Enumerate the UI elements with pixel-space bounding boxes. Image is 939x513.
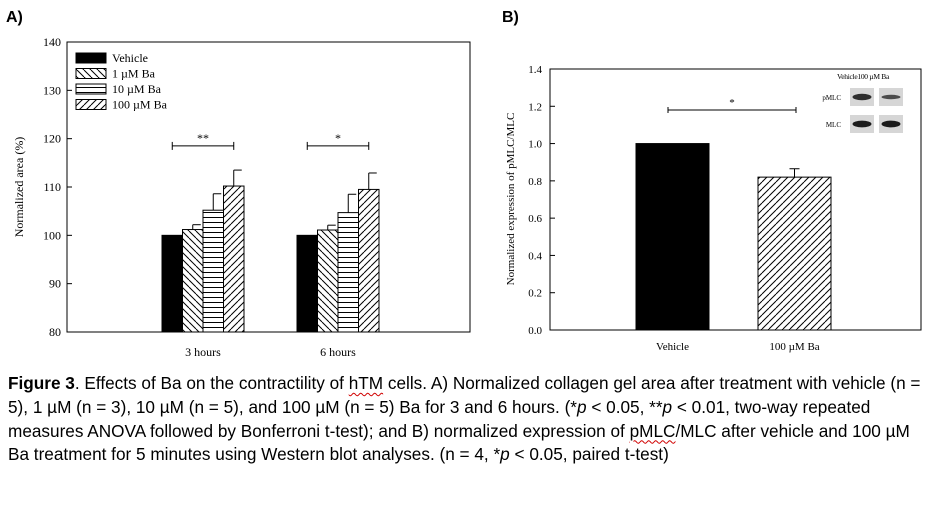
chart-a: A) Normalized area (%) 80 90 100 110 120 130 1… — [6, 9, 471, 359]
chart-a-bar-0-2 — [202, 209, 224, 333]
caption-segment: cells. A) Normalized collagen gel area a… — [8, 373, 921, 417]
chart-a-ytick-label-2: 100 — [43, 228, 61, 242]
chart-a-bar-1-1 — [317, 229, 339, 333]
chart-a-xtick-label-0: 3 hours — [185, 345, 221, 359]
blot-band-1-1 — [881, 120, 901, 128]
chart-a-legend-label-3: 100 µM Ba — [112, 98, 168, 112]
caption-segment: p — [577, 396, 587, 417]
caption-segment: < 0.05, paired t-test) — [509, 444, 669, 465]
chart-b-ytick-label-6: 1.2 — [528, 101, 542, 113]
chart-a-legend-swatch-1 — [75, 68, 107, 79]
blot-band-1-0 — [852, 120, 872, 128]
chart-b-bar-1 — [757, 176, 832, 331]
chart-a-legend-label-0: Vehicle — [112, 51, 148, 65]
caption-segment: < 0.05, ** — [586, 396, 663, 417]
chart-b-frame — [549, 68, 922, 331]
chart-a-bar-0-1 — [182, 229, 204, 333]
chart-a-bar-1-2 — [337, 212, 359, 333]
chart-a-xtick-label-1: 6 hours — [320, 345, 356, 359]
chart-b-bar-0 — [635, 143, 710, 331]
chart-a-bar-1-0 — [296, 234, 318, 333]
blot-column-labels: Vehicle100 µM Ba — [837, 72, 890, 81]
figure-caption: Figure 3. Effects of Ba on the contracti… — [8, 372, 933, 467]
chart-a-ytick-label-4: 120 — [43, 132, 61, 146]
blot-band-0-0 — [852, 93, 872, 101]
blot-row-label-0: pMLC — [822, 94, 841, 102]
chart-a-legend-swatch-0 — [75, 52, 107, 64]
chart-a-ytick-label-0: 80 — [49, 325, 61, 339]
chart-a-ytick-label-6: 140 — [43, 35, 61, 49]
chart-a-ytick-label-1: 90 — [49, 277, 61, 291]
caption-segment: . Effects of Ba on the contractility of — [74, 373, 349, 393]
chart-a-bar-0-3 — [223, 185, 245, 333]
chart-b-xtick-label-1: 100 µM Ba — [769, 341, 819, 353]
chart-b-ytick-label-2: 0.4 — [528, 250, 542, 262]
chart-a-legend-label-2: 10 µM Ba — [112, 82, 162, 96]
caption-segment: < 0.01, two-way repeated measures ANOVA … — [8, 396, 871, 441]
caption-figure-label: Figure 3 — [8, 373, 75, 393]
chart-b-ytick-label-5: 1.0 — [528, 139, 542, 151]
panel-a-label: A) — [6, 9, 23, 26]
chart-a-bar-0-0 — [161, 234, 183, 333]
chart-a-sig-label-1: * — [335, 131, 341, 145]
blot-row-label-1: MLC — [826, 121, 842, 129]
chart-b-ytick-label-3: 0.6 — [528, 213, 542, 225]
panel-b-label: B) — [502, 9, 519, 26]
chart-b-sig-label-0: * — [729, 97, 735, 109]
caption-segment: /MLC after vehicle and 100 µM Ba treatme… — [8, 420, 910, 465]
chart-a-legend-swatch-2 — [75, 83, 107, 95]
chart-b: B) Normalized expression of pMLC/MLC 0.0… — [502, 9, 922, 353]
chart-a-ylabel: Normalized area (%) — [12, 137, 26, 238]
chart-a-ytick-label-5: 130 — [43, 83, 61, 97]
chart-a-bar-1-3 — [358, 188, 380, 333]
chart-b-xtick-label-0: Vehicle — [656, 341, 689, 353]
chart-a-ytick-label-3: 110 — [43, 180, 61, 194]
caption-segment: p — [662, 396, 673, 417]
caption-segment: pMLC — [629, 420, 676, 441]
caption-segment: p — [500, 444, 510, 465]
chart-b-ylabel: Normalized expression of pMLC/MLC — [505, 113, 517, 286]
chart-b-ytick-label-1: 0.2 — [528, 288, 542, 300]
caption-segment: hTM — [348, 373, 384, 393]
chart-b-ytick-label-0: 0.0 — [528, 325, 542, 337]
chart-a-sig-label-0: ** — [197, 131, 209, 145]
chart-a-legend-swatch-3 — [75, 99, 107, 110]
blot-band-0-1 — [881, 94, 901, 100]
chart-a-legend-label-1: 1 µM Ba — [112, 67, 156, 81]
chart-b-ytick-label-7: 1.4 — [528, 64, 542, 76]
chart-b-ytick-label-4: 0.8 — [528, 176, 542, 188]
